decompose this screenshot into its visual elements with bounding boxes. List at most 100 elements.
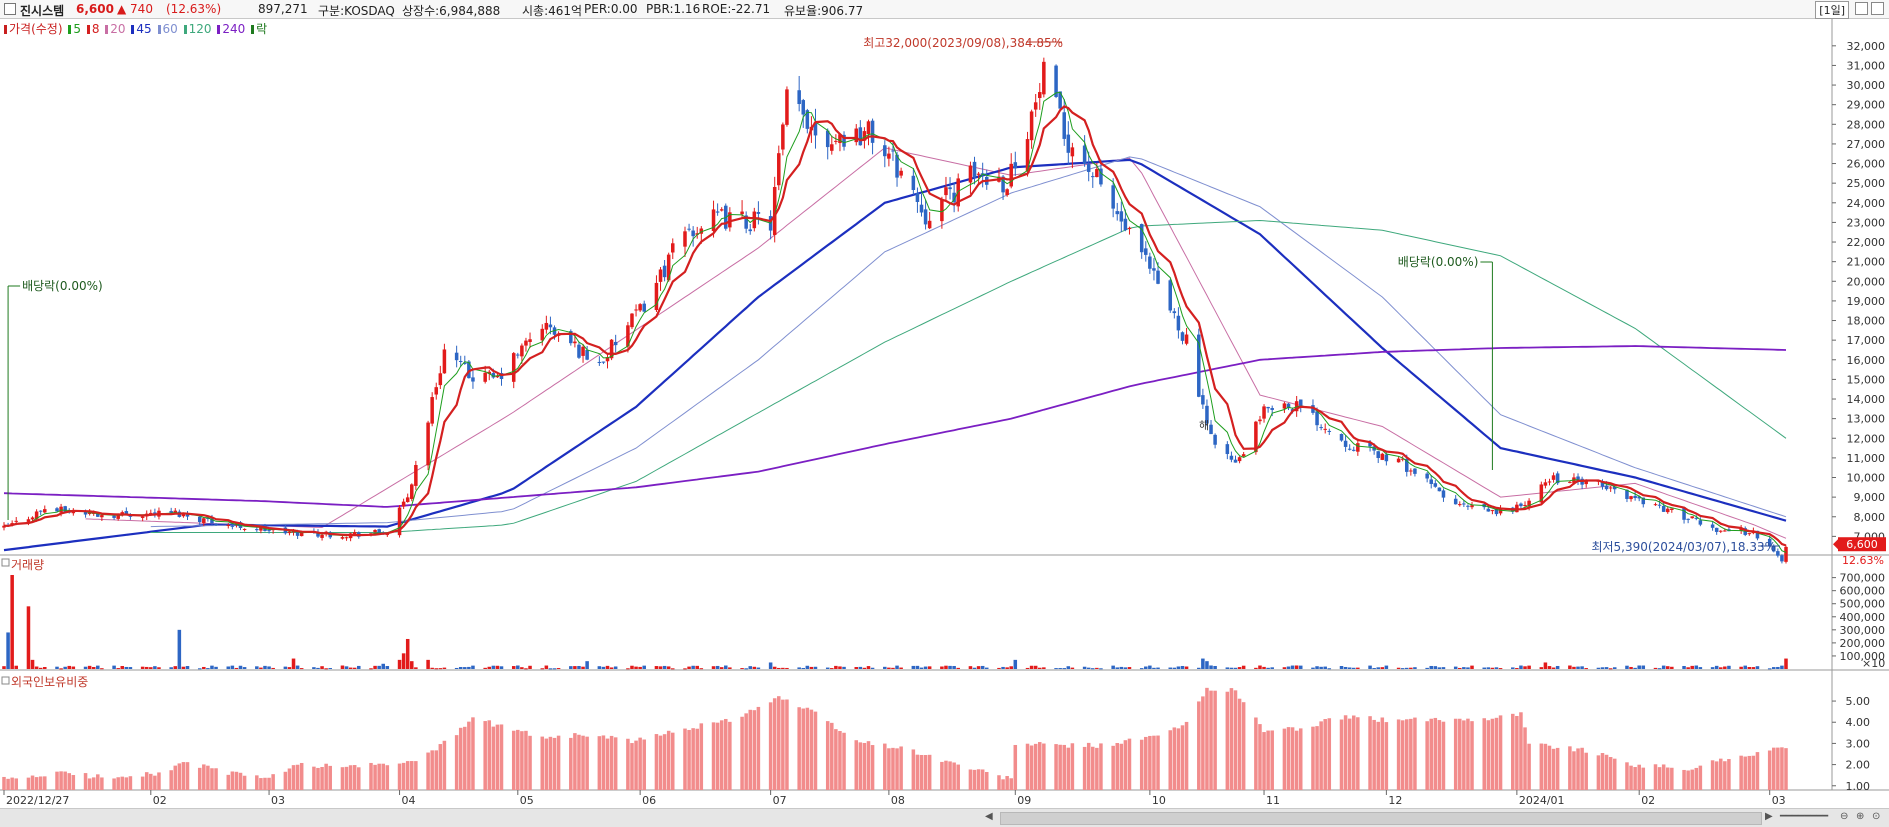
volume-bar	[1005, 667, 1009, 669]
candle-body	[1519, 503, 1523, 507]
volume-bar	[1319, 666, 1323, 669]
candle-body	[206, 517, 210, 519]
foreign-ratio-bar	[38, 776, 43, 790]
foreign-ratio-bar	[1123, 740, 1128, 790]
foreign-ratio-bar	[295, 764, 300, 790]
candle-body	[1453, 498, 1458, 505]
zoom-slider[interactable]: ━━━━━━━━	[1780, 811, 1829, 822]
foreign-ratio-bar	[1584, 752, 1588, 790]
volume-bar	[556, 668, 561, 670]
volume-bar	[801, 667, 806, 669]
foreign-ratio-bar	[671, 732, 675, 790]
volume-bar	[1453, 666, 1458, 669]
header-bar: 진시스템 6,600 ▲ 740 (12.63%) 897,271 구분:KOS…	[0, 0, 1889, 19]
volume-bar	[813, 666, 818, 669]
volume-bar	[434, 668, 439, 670]
volume-bar	[1429, 665, 1433, 669]
candle-body	[438, 373, 443, 386]
foreign-ratio-bar	[642, 739, 646, 790]
volume-bar	[752, 666, 757, 669]
volume-bar	[634, 666, 638, 669]
period-selector[interactable]: [1일]	[1815, 1, 1849, 19]
foreign-ratio-bar	[1025, 743, 1030, 790]
foreign-ratio-bar	[1596, 755, 1601, 790]
legend-dividend[interactable]: 락	[256, 22, 268, 36]
candle-body	[287, 531, 292, 534]
foreign-ratio-bar	[1718, 758, 1723, 790]
candle-body	[410, 484, 414, 499]
foreign-ratio-bar	[1694, 767, 1699, 790]
volume-bar	[984, 667, 989, 669]
zoom-in-icon[interactable]: ⊕	[1856, 811, 1865, 822]
volume-bar	[1156, 667, 1160, 669]
foreign-ratio-bar	[948, 761, 952, 790]
volume-bar	[1433, 666, 1438, 669]
volume-bar	[516, 665, 520, 669]
legend-ma20[interactable]: 20	[110, 22, 126, 36]
foreign-ratio-bar	[825, 721, 830, 790]
zoom-reset-icon[interactable]: ⊙	[1872, 811, 1881, 822]
volume-bar	[255, 666, 259, 669]
foreign-ratio-bar	[1139, 739, 1144, 790]
chart-canvas[interactable]: 거래량외국인보유비중7,0008,0009,00010,00011,00012,…	[0, 0, 1889, 808]
candle-body	[948, 187, 952, 190]
scroll-right-icon[interactable]: ▶	[1765, 811, 1773, 822]
candle-body	[1466, 505, 1470, 507]
legend-ma5[interactable]: 5	[73, 22, 81, 36]
price-axis-tick-label: 29,000	[1847, 99, 1886, 112]
scroll-left-icon[interactable]: ◀	[985, 811, 993, 822]
foreign-ratio-bar	[157, 772, 161, 790]
foreign-ratio-bar	[1625, 762, 1629, 790]
price-axis-tick-label: 20,000	[1847, 275, 1886, 288]
volume-bar	[1584, 668, 1588, 670]
header-checkbox[interactable]	[4, 3, 16, 15]
volume-bar	[1718, 667, 1723, 669]
pbr-info: PBR:1.16	[646, 2, 701, 16]
foreign-ratio-bar	[956, 764, 960, 790]
candle-body	[1070, 147, 1075, 157]
legend-ma120[interactable]: 120	[188, 22, 212, 36]
ma45-line	[3, 158, 1787, 552]
volume-bar	[1539, 667, 1544, 669]
volume-bar	[414, 667, 418, 669]
candle-body	[524, 340, 528, 346]
candle-body	[687, 228, 691, 230]
volume-bar	[426, 659, 430, 669]
legend-ma60[interactable]: 60	[162, 22, 178, 36]
candle-body	[1527, 500, 1531, 507]
scrollbar-thumb[interactable]	[1000, 812, 1762, 825]
horizontal-scrollbar[interactable]: ◀ ▶ ━━━━━━━━ ⊖ ⊕ ⊙	[0, 808, 1889, 827]
legend-ma8[interactable]: 8	[91, 22, 100, 36]
foreign-ratio-bar	[830, 722, 834, 790]
candle-body	[491, 373, 496, 378]
volume-bar	[1698, 667, 1703, 669]
price-axis-tick-label: 31,000	[1847, 59, 1886, 72]
foreign-ratio-bar	[1633, 767, 1637, 790]
stock-name: 진시스템	[20, 4, 65, 18]
volume-bar	[1062, 668, 1066, 670]
zoom-out-icon[interactable]: ⊖	[1840, 811, 1849, 822]
candle-body	[71, 511, 76, 514]
close-button[interactable]	[1871, 2, 1884, 15]
foreign-ratio-bar	[287, 768, 292, 790]
volume-bar	[96, 665, 100, 669]
legend-ma240[interactable]: 240	[222, 22, 246, 36]
candle-body	[952, 192, 956, 203]
foreign-ratio-bar	[976, 769, 981, 790]
volume-bar	[866, 666, 871, 669]
volume-bar	[1604, 667, 1609, 669]
maximize-button[interactable]	[1855, 2, 1868, 15]
candle-body	[1396, 458, 1401, 463]
foreign-ratio-bar	[520, 731, 524, 790]
foreign-ratio-bar	[55, 771, 59, 790]
volume-bar	[1727, 665, 1731, 669]
foreign-ratio-bar	[1005, 776, 1009, 790]
volume-bar	[63, 666, 67, 669]
ma240-line	[3, 345, 1787, 508]
foreign-ratio-bar	[597, 736, 602, 790]
foreign-ratio-bar	[426, 752, 430, 790]
candle-body	[630, 313, 634, 328]
legend-ma45[interactable]: 45	[136, 22, 152, 36]
foreign-ratio-bar	[1270, 730, 1274, 790]
